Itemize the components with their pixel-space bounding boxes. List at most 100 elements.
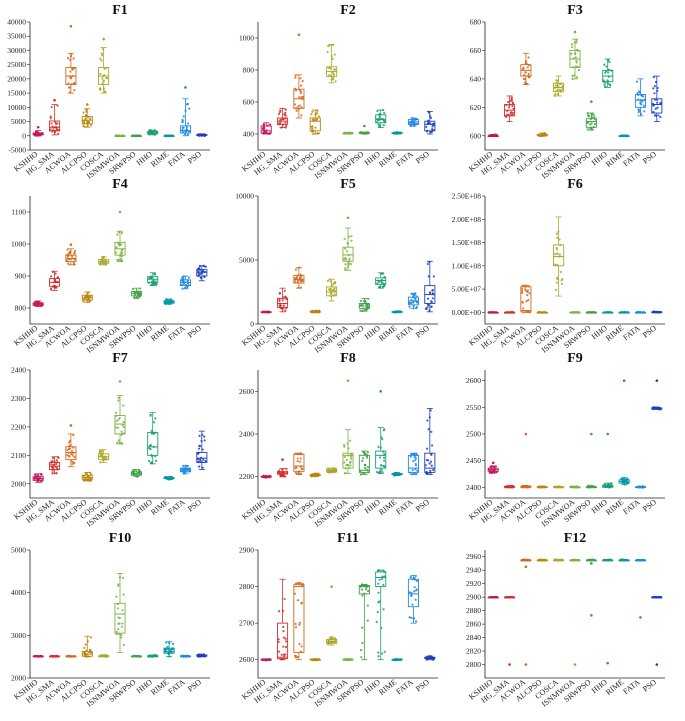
data-point — [310, 125, 313, 128]
data-point — [653, 92, 656, 95]
x-tick-label: PSO — [641, 323, 658, 339]
data-point — [133, 293, 137, 296]
data-point — [538, 311, 542, 314]
data-point — [414, 459, 417, 462]
data-point — [267, 310, 271, 313]
data-point — [166, 645, 169, 649]
data-point — [577, 559, 580, 562]
data-point — [200, 277, 203, 280]
data-point — [85, 298, 88, 302]
data-point — [72, 434, 75, 437]
data-point — [114, 411, 118, 414]
data-point — [50, 275, 53, 278]
data-point — [69, 91, 72, 94]
data-point — [104, 263, 107, 266]
data-point — [344, 263, 347, 266]
data-point — [411, 603, 414, 606]
data-point — [409, 455, 412, 458]
data-point — [152, 655, 155, 658]
data-point — [654, 80, 658, 84]
data-point — [73, 89, 76, 92]
data-point — [488, 468, 491, 471]
data-point — [282, 630, 285, 633]
data-point — [69, 258, 72, 261]
data-point — [571, 486, 575, 489]
data-point — [54, 272, 57, 275]
data-point — [413, 452, 416, 455]
axis-frame — [29, 196, 210, 325]
data-point — [604, 485, 607, 489]
data-point — [181, 470, 184, 473]
data-point — [186, 285, 189, 288]
data-point — [70, 449, 74, 453]
data-point — [524, 285, 527, 288]
data-point — [278, 292, 281, 295]
data-point — [89, 479, 92, 482]
data-point — [182, 115, 185, 118]
outlier-point — [524, 663, 528, 666]
data-point — [147, 133, 151, 136]
box-pso: PSO — [186, 430, 208, 514]
data-point — [586, 112, 589, 115]
data-point — [555, 232, 559, 235]
data-point — [133, 468, 137, 471]
data-point — [554, 252, 557, 256]
y-tick-label: 600 — [470, 131, 482, 140]
data-point — [136, 471, 139, 474]
data-point — [120, 442, 123, 445]
box-iqr — [342, 452, 354, 469]
data-point — [52, 466, 55, 470]
x-tick-label: PSO — [641, 497, 658, 513]
data-point — [382, 272, 385, 275]
data-point — [300, 96, 303, 99]
data-point — [115, 441, 119, 445]
data-point — [284, 309, 287, 312]
data-point — [296, 280, 300, 284]
y-tick-label: 2200 — [11, 422, 26, 431]
data-point — [104, 458, 107, 461]
data-point — [102, 79, 105, 82]
data-point — [556, 263, 559, 267]
data-point — [55, 128, 59, 131]
data-point — [363, 451, 366, 455]
data-point — [164, 650, 167, 654]
data-point — [488, 134, 491, 137]
data-point — [383, 456, 386, 459]
x-tick-label: PSO — [414, 497, 431, 513]
data-point — [640, 486, 643, 489]
data-point — [180, 283, 183, 286]
data-point — [607, 82, 610, 85]
y-tick-label: 1.50E+08 — [452, 238, 482, 247]
y-tick-label: 2820 — [466, 647, 481, 656]
data-point — [38, 303, 41, 306]
data-point — [365, 455, 369, 458]
data-point — [118, 416, 121, 420]
data-point — [430, 300, 433, 303]
data-point — [120, 259, 124, 262]
data-point — [99, 57, 102, 60]
data-point — [559, 559, 562, 562]
data-point — [280, 307, 283, 310]
data-point — [364, 300, 367, 303]
data-point — [431, 289, 434, 292]
data-point — [171, 301, 174, 304]
data-point — [98, 263, 102, 266]
box-iqr — [293, 584, 305, 653]
y-tick-label: 2.50E+08 — [452, 192, 482, 201]
data-point — [293, 103, 297, 106]
data-point — [284, 645, 288, 649]
data-point — [70, 460, 73, 463]
data-point — [34, 473, 37, 476]
data-point — [656, 86, 659, 90]
data-point — [574, 65, 578, 68]
data-point — [542, 485, 546, 488]
data-point — [103, 90, 106, 93]
data-point — [344, 658, 347, 661]
data-point — [148, 129, 151, 132]
data-point — [186, 122, 190, 125]
data-point — [586, 121, 589, 124]
data-point — [525, 62, 528, 66]
data-point — [67, 262, 70, 265]
x-tick-label: FATA — [621, 323, 642, 342]
data-point — [410, 452, 413, 456]
